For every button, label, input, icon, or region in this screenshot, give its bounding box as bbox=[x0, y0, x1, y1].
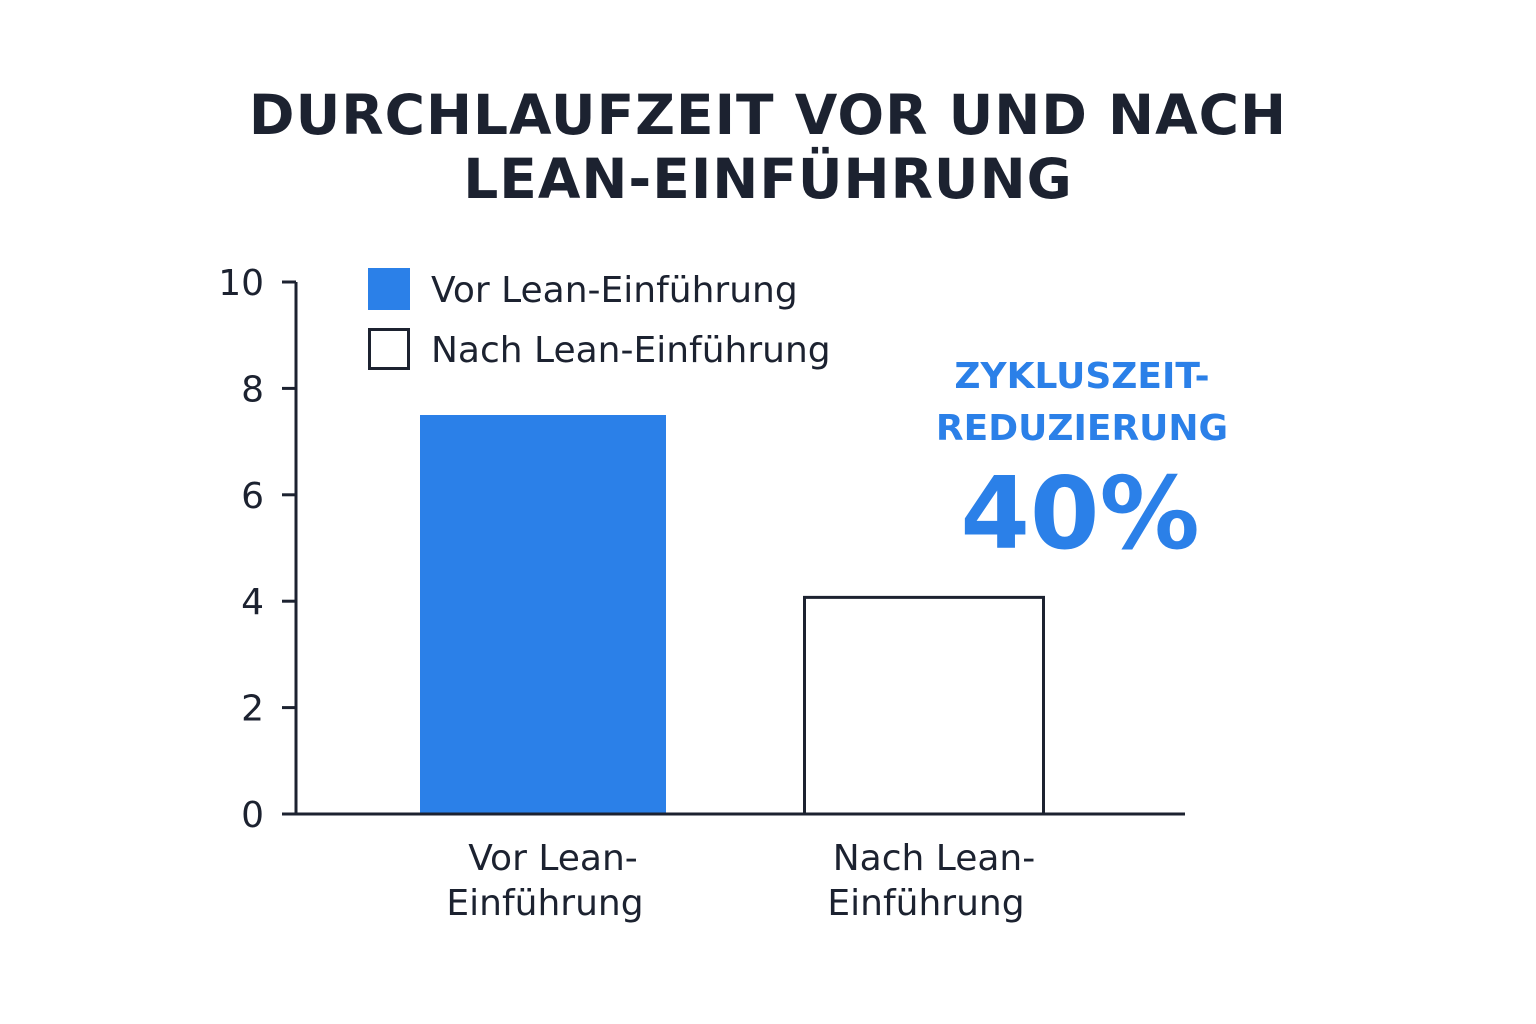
chart-title-line-2: LEAN-EINFÜHRUNG bbox=[463, 147, 1073, 211]
legend-label-nach: Nach Lean-Einführung bbox=[431, 330, 831, 371]
legend: Vor Lean-Einführung Nach Lean-Einführung bbox=[368, 268, 831, 371]
y-tick-label: 6 bbox=[241, 476, 264, 517]
x-category-label-line-2: Einführung bbox=[446, 883, 643, 924]
bar-vor bbox=[420, 415, 666, 814]
y-tick-label: 4 bbox=[241, 582, 264, 623]
annotation-label-line-2: REDUZIERUNG bbox=[936, 408, 1228, 449]
x-category-label-line-2: Einführung bbox=[827, 883, 1024, 924]
y-tick-label: 2 bbox=[241, 689, 264, 730]
annotation-label-line-1: ZYKLUSZEIT- bbox=[954, 356, 1209, 397]
x-category-label-line-1: Vor Lean- bbox=[468, 838, 638, 879]
legend-label-vor: Vor Lean-Einführung bbox=[431, 270, 798, 311]
y-tick-label: 10 bbox=[218, 263, 264, 304]
chart-title-line-1: DURCHLAUFZEIT VOR UND NACH bbox=[248, 83, 1288, 147]
x-category-label-line-1: Nach Lean- bbox=[833, 838, 1035, 879]
legend-swatch-nach bbox=[368, 328, 410, 370]
y-tick-label: 0 bbox=[241, 795, 264, 836]
bar-nach bbox=[803, 595, 1045, 816]
y-tick-label: 8 bbox=[241, 369, 264, 410]
reduction-annotation: ZYKLUSZEIT- REDUZIERUNG 40% bbox=[936, 356, 1228, 572]
bars bbox=[420, 415, 1045, 816]
legend-swatch-vor bbox=[368, 268, 410, 310]
annotation-value: 40% bbox=[960, 455, 1199, 572]
y-axis: 0 2 4 6 8 10 bbox=[218, 263, 298, 836]
